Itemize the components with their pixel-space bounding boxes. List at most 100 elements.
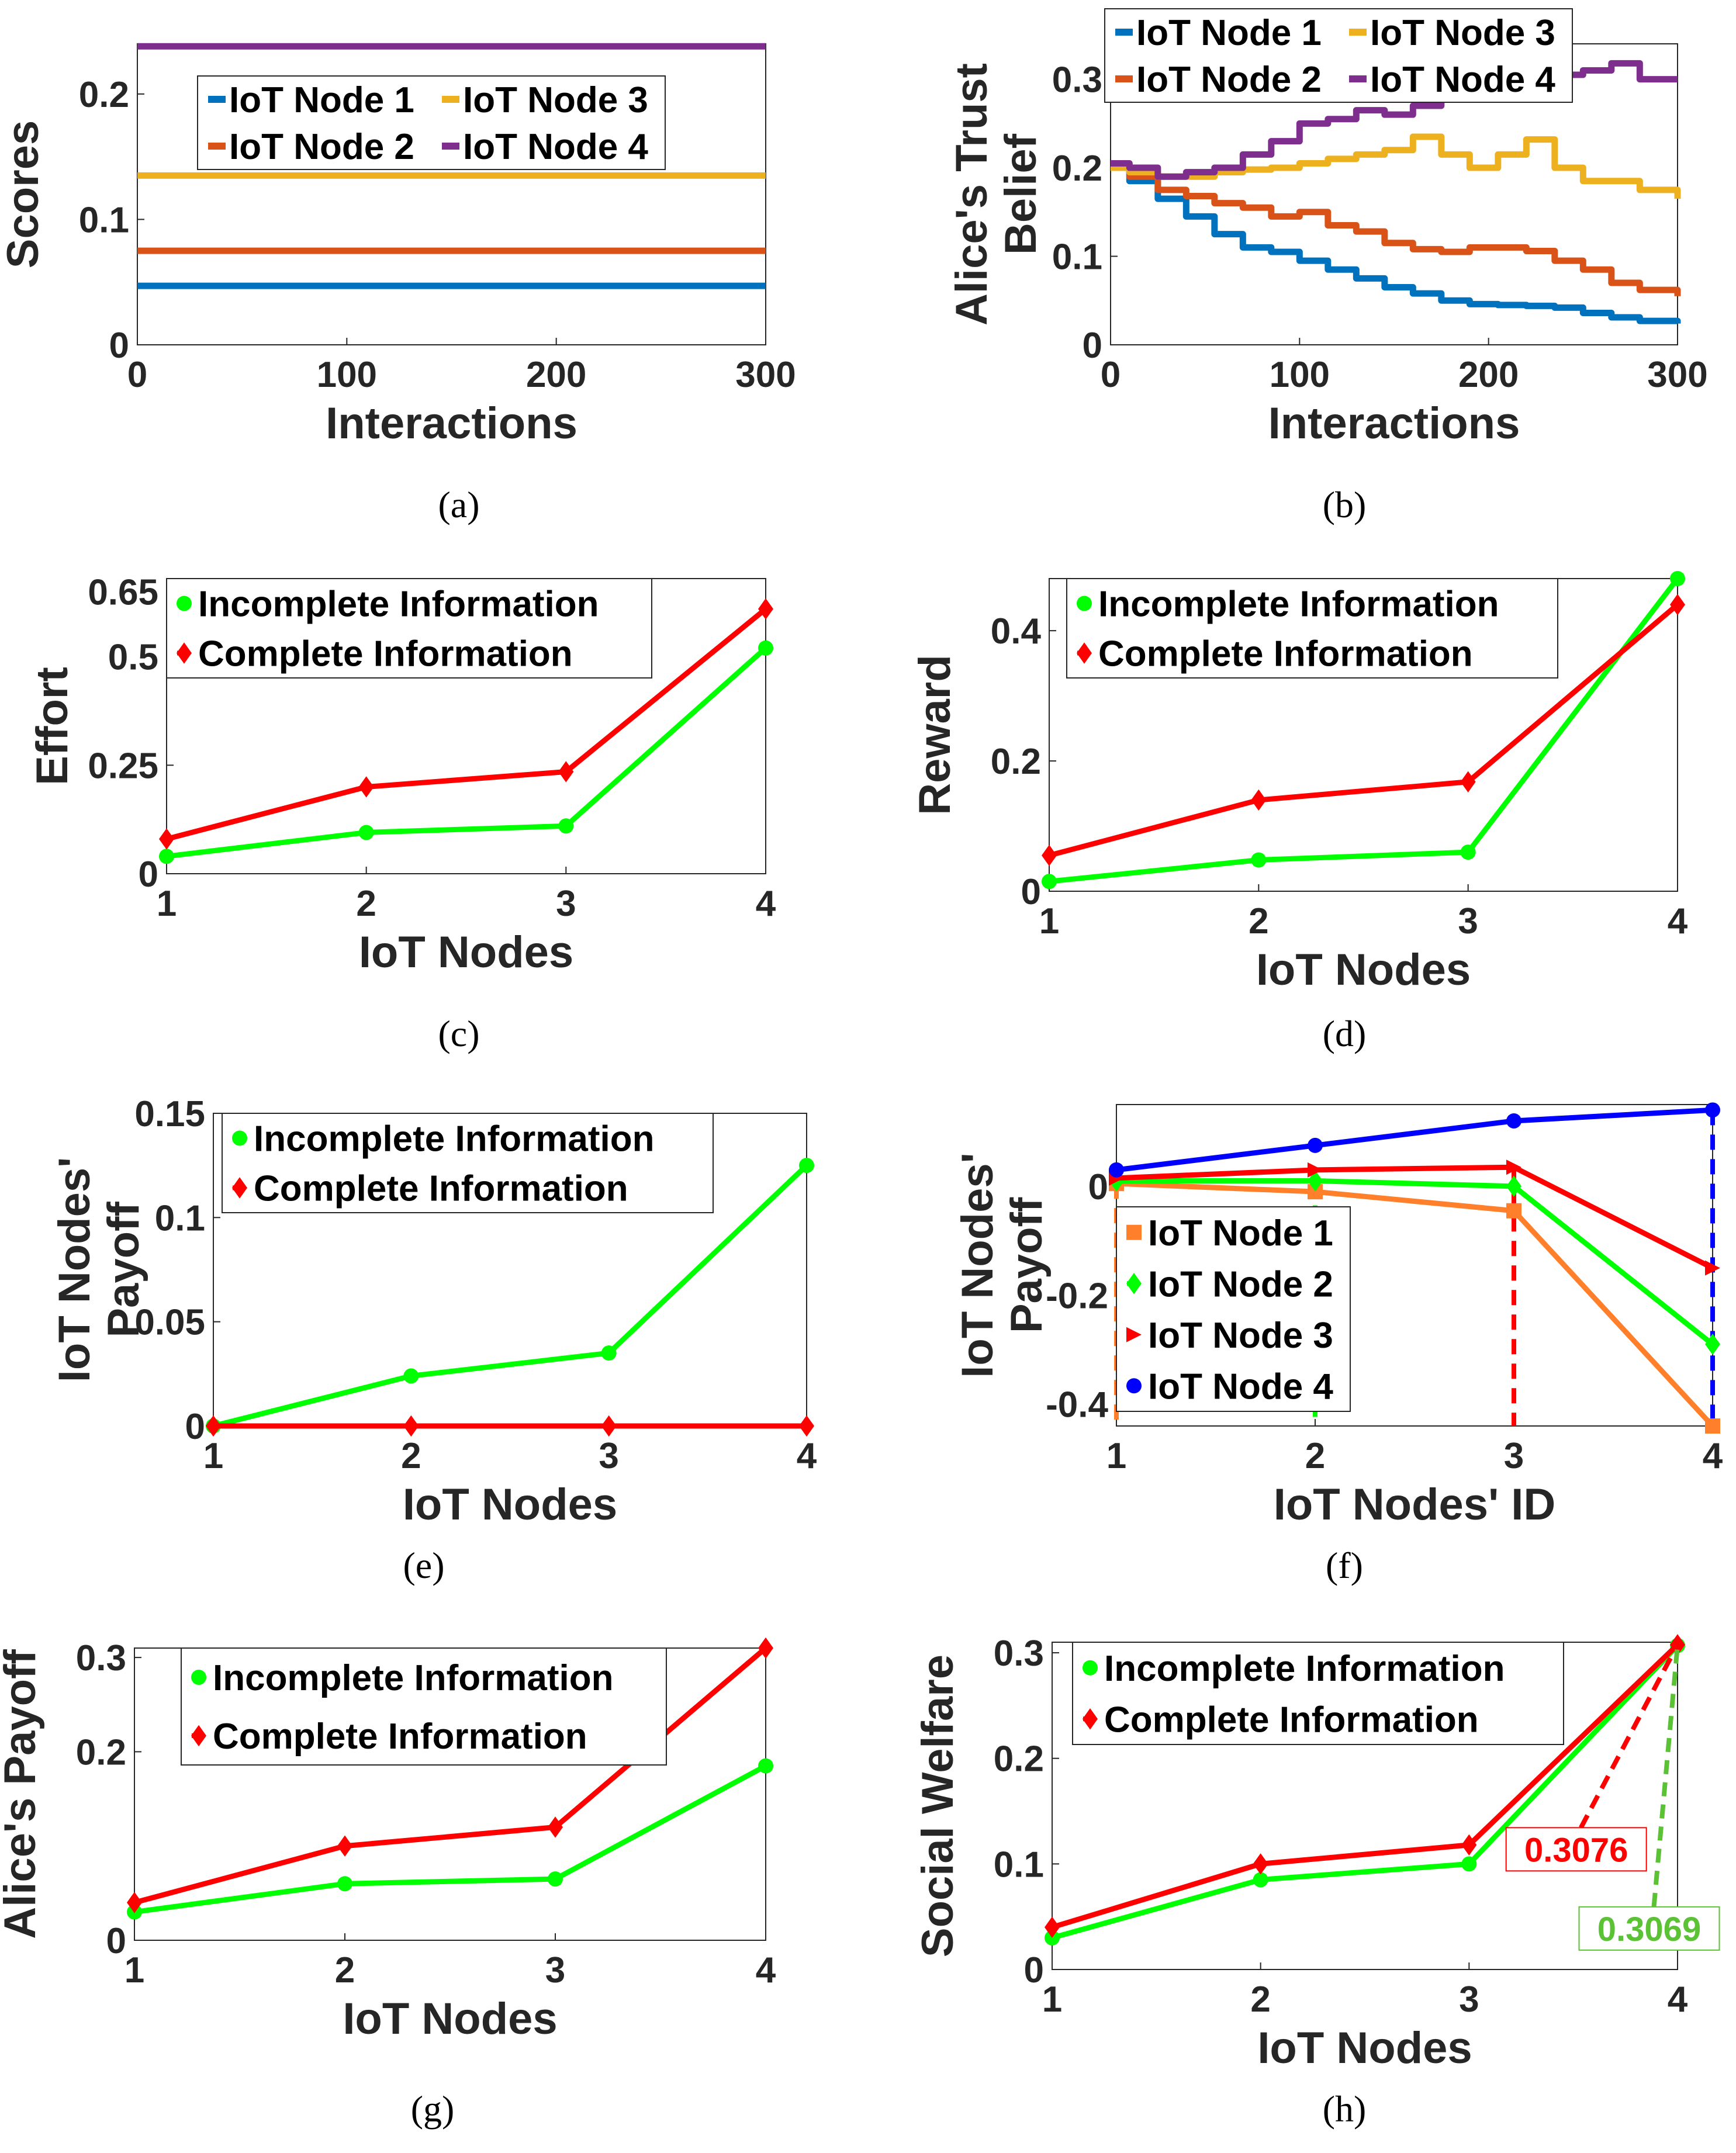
legend-swatch-marker (1077, 642, 1092, 664)
x-tick-label: 4 (1668, 1979, 1688, 2020)
panel-caption: (h) (1323, 2088, 1367, 2130)
x-tick-label: 2 (1249, 901, 1268, 941)
data-point (758, 598, 773, 620)
data-point (127, 1892, 142, 1913)
data-point (1506, 1159, 1521, 1175)
y-tick-label: 0.3 (1052, 60, 1102, 101)
data-point (1506, 1113, 1521, 1129)
chart-g: 1 2 3 4 0 0.2 0.3 IoT Nodes Alice's Payoff Incomp… (0, 1637, 776, 2130)
x-tick-label: 1 (1039, 901, 1059, 941)
legend-swatch-marker (232, 1177, 247, 1199)
x-axis-label: IoT Nodes (403, 1480, 617, 1529)
data-point (358, 825, 374, 840)
panel-caption: (f) (1326, 1545, 1363, 1586)
x-axis-label: IoT Nodes' ID (1274, 1480, 1556, 1529)
panel-caption: (a) (438, 484, 479, 525)
legend-swatch-marker (177, 642, 192, 664)
legend: Incomplete Information Complete Informati… (1072, 1642, 1564, 1745)
data-point (159, 849, 174, 864)
data-point (403, 1415, 419, 1437)
chart-h: 1 2 3 4 0 0.1 0.2 0.3 IoT Nodes Social Welfare 0.3… (913, 1633, 1720, 2130)
x-axis-label: Interactions (326, 399, 577, 448)
y-tick-label: 0.4 (991, 611, 1042, 652)
data-point (799, 1158, 814, 1174)
y-tick-label: 0.2 (76, 1732, 126, 1773)
y-tick-label: 0 (1024, 1950, 1044, 1991)
chart-f: 1 2 3 4 -0.4 -0.2 0 IoT Nodes' ID IoT Nodes' Payo… (953, 1102, 1723, 1586)
series-line-1 (1111, 164, 1681, 324)
legend-box (181, 1647, 667, 1766)
legend-label: IoT Node 3 (1148, 1316, 1333, 1356)
y-tick-label: 0 (106, 1921, 126, 1961)
legend: Incomplete Information Complete Informati… (181, 1647, 667, 1766)
legend-label: Incomplete Information (198, 584, 599, 625)
data-point (758, 1758, 773, 1774)
series-line-1 (166, 646, 767, 859)
data-point (1705, 1260, 1720, 1276)
annotation-box (1578, 1906, 1720, 1951)
y-tick-label: 0.1 (79, 200, 129, 240)
legend-label: IoT Node 2 (229, 127, 414, 167)
x-tick-label: 200 (526, 355, 586, 395)
legend-box (166, 578, 652, 679)
data-point (1109, 1162, 1124, 1178)
legend-label: IoT Node 4 (463, 127, 648, 167)
y-axis-label: Alice's Payoff (0, 1649, 45, 1939)
data-point (1705, 1418, 1720, 1434)
legend: Incomplete Information Complete Informati… (222, 1113, 714, 1213)
y-axis-label: Effort (27, 667, 77, 785)
panel-caption: (d) (1323, 1013, 1367, 1054)
y-tick-label: 0.2 (994, 1739, 1044, 1780)
legend-swatch-marker (1126, 1273, 1142, 1294)
y-axis-label: Payoff (1002, 1197, 1052, 1333)
data-point (1460, 844, 1476, 860)
legend-label: Incomplete Information (254, 1119, 654, 1159)
y-tick-label: 0 (1083, 326, 1102, 366)
panel-caption: (g) (411, 2088, 455, 2130)
data-point (1460, 771, 1476, 792)
x-tick-label: 3 (556, 884, 576, 924)
y-axis-label: Payoff (99, 1202, 148, 1338)
data-point (1506, 1203, 1521, 1219)
data-point (358, 776, 374, 798)
series-line-1 (212, 1163, 809, 1429)
y-axis-label: Scores (0, 120, 48, 269)
data-point (1308, 1137, 1323, 1153)
x-axis-label: IoT Nodes (1256, 945, 1471, 995)
x-axis-label: Interactions (1268, 399, 1520, 448)
data-point (758, 1637, 773, 1659)
series-line-4 (1116, 1107, 1713, 1173)
legend-label: IoT Node 2 (1148, 1264, 1333, 1304)
x-tick-label: 2 (1305, 1436, 1325, 1476)
x-tick-label: 2 (1250, 1979, 1270, 2020)
legend-label: Incomplete Information (213, 1658, 613, 1698)
data-point (548, 1871, 563, 1887)
legend-label: IoT Node 1 (229, 80, 414, 120)
data-point (601, 1345, 617, 1361)
x-tick-label: 0 (1101, 355, 1121, 395)
chart-d: 1 2 3 4 0 0.2 0.4 IoT Nodes Reward Incomplete Inf… (910, 571, 1688, 1054)
y-tick-label: 0.5 (108, 638, 158, 678)
legend-box (197, 75, 666, 170)
x-tick-label: 300 (1647, 355, 1707, 395)
annotation-box (1505, 1827, 1647, 1872)
data-point (1670, 594, 1685, 615)
legend-box (1116, 1206, 1351, 1412)
data-point (601, 1415, 617, 1437)
x-tick-label: 4 (1668, 901, 1688, 941)
y-tick-label: 0.3 (76, 1638, 126, 1678)
x-tick-label: 2 (401, 1436, 421, 1476)
legend: IoT Node 1 IoT Node 2 IoT Node 3 IoT Node 4 (1116, 1206, 1351, 1412)
y-axis-label: Reward (910, 655, 960, 815)
x-tick-label: 3 (1504, 1436, 1524, 1476)
panel-caption: (c) (438, 1013, 479, 1054)
x-tick-label: 3 (545, 1950, 565, 1991)
chart-e: 1 2 3 4 0 0.05 0.1 0.15 IoT Nodes IoT Nodes' Payof… (50, 1094, 817, 1586)
data-point (1253, 1872, 1268, 1888)
x-axis-label: IoT Nodes (1257, 2023, 1472, 2073)
data-point (1042, 874, 1057, 889)
legend: IoT Node 1 IoT Node 2 IoT Node 3 IoT Node 4 (197, 75, 666, 170)
y-tick-label: 0 (185, 1407, 205, 1447)
x-tick-label: 4 (756, 1950, 776, 1991)
legend-box (1072, 1642, 1564, 1745)
